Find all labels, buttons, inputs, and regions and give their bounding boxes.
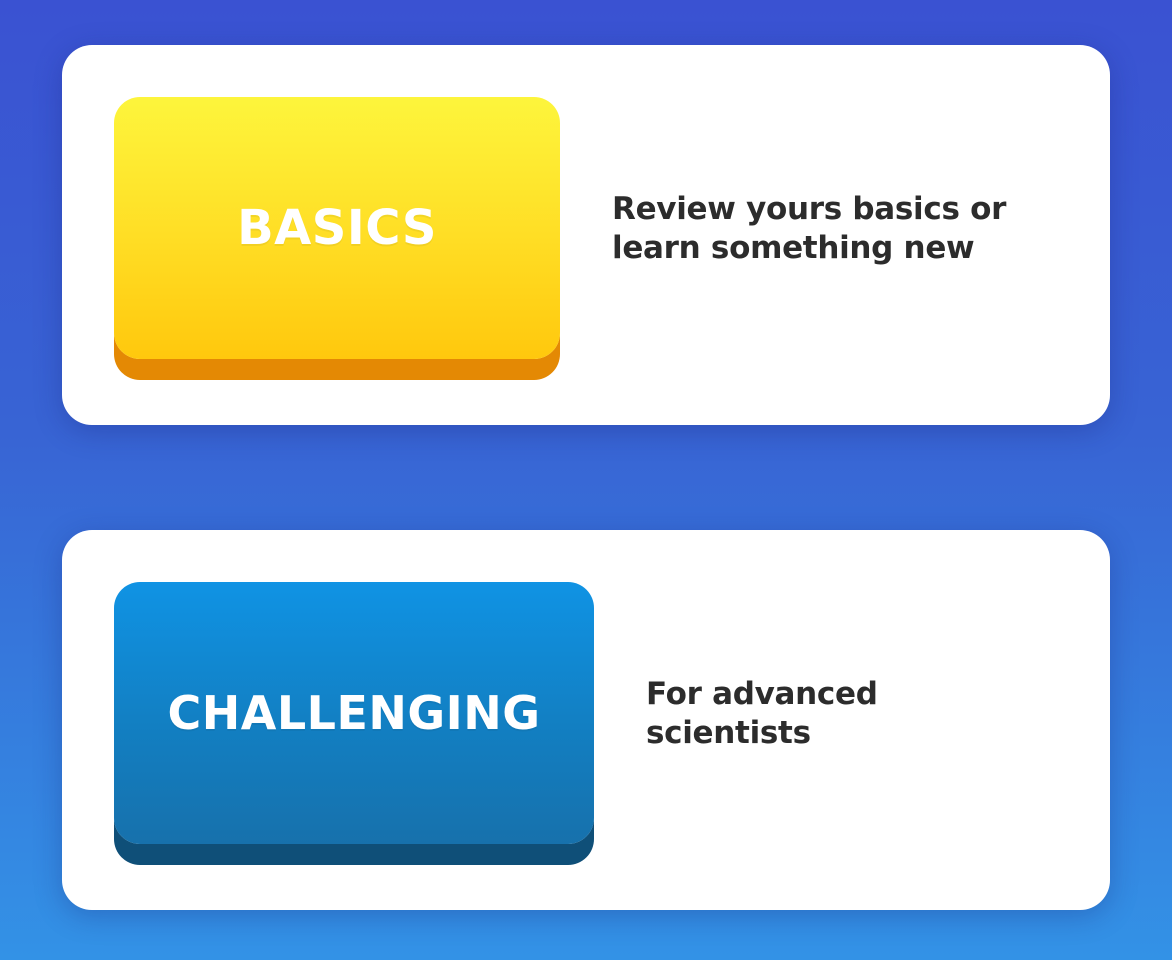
basics-button-label: BASICS <box>237 200 437 256</box>
basics-description: Review yours basics or learn something n… <box>612 191 1007 266</box>
basics-mode-card: BASICS Review yours basics or learn some… <box>62 45 1110 425</box>
basics-button[interactable]: BASICS <box>114 97 560 359</box>
challenging-button[interactable]: CHALLENGING <box>114 582 594 844</box>
challenging-mode-card: CHALLENGING For advanced scientists <box>62 530 1110 910</box>
challenging-description: For advanced scientists <box>646 676 878 751</box>
challenging-button-label: CHALLENGING <box>167 686 541 740</box>
